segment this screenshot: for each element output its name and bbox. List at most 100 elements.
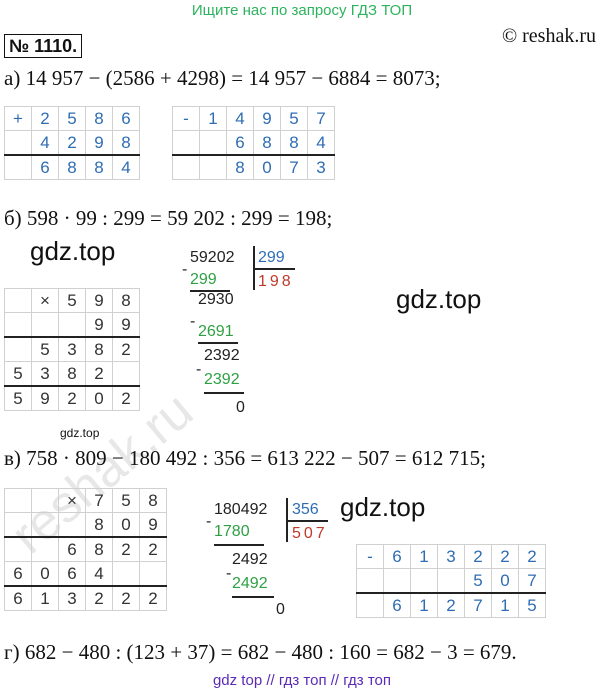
step-line bbox=[214, 544, 264, 546]
equation-g: г) 682 − 480 : (123 + 37) = 682 − 480 : … bbox=[4, 640, 517, 664]
digit-cell: 7 bbox=[85, 488, 113, 513]
digit-cell: 8 bbox=[280, 130, 308, 156]
digit-cell: 8 bbox=[85, 512, 113, 538]
digit-cell: 9 bbox=[253, 106, 281, 131]
digit-cell: 6 bbox=[31, 154, 59, 180]
digit-cell: 5 bbox=[58, 106, 86, 131]
digit-cell: 8 bbox=[253, 130, 281, 156]
digit-cell: 1 bbox=[410, 592, 438, 618]
digit-cell bbox=[31, 488, 59, 513]
digit-cell bbox=[58, 312, 86, 338]
digit-cell: 3 bbox=[31, 361, 59, 387]
divisor: 299 bbox=[258, 249, 285, 266]
subtraction-table-a: - 1 4 9 5 7 6 8 8 4 8 0 7 3 bbox=[172, 106, 335, 180]
dividend: 59202 bbox=[190, 249, 235, 266]
addition-table: + 2 5 8 6 4 2 9 8 6 8 8 4 bbox=[4, 106, 140, 180]
gdz-watermark: gdz.top bbox=[396, 284, 482, 314]
equation-v: в) 758 · 809 − 180 492 : 356 = 613 222 −… bbox=[4, 446, 486, 470]
times-sign: × bbox=[58, 488, 86, 513]
digit-cell: 8 bbox=[112, 130, 140, 156]
digit-cell: 8 bbox=[85, 154, 113, 180]
multiplication-table-b: × 5 9 8 9 9 5 3 8 2 5 3 8 2 5 9 2 0 2 bbox=[4, 288, 140, 411]
digit-cell: 8 bbox=[112, 288, 140, 313]
digit-cell: 7 bbox=[307, 106, 335, 131]
subtrahend: 2691 bbox=[198, 323, 234, 340]
digit-cell bbox=[383, 568, 411, 594]
digit-cell bbox=[31, 512, 59, 538]
quotient: 198 bbox=[258, 273, 294, 290]
multiplication-table-v: × 7 5 8 8 0 9 6 8 2 2 6 0 6 4 6 1 3 2 2 … bbox=[4, 488, 167, 611]
digit-cell: 7 bbox=[464, 592, 492, 618]
digit-cell: 0 bbox=[253, 154, 281, 180]
digit-cell: 2 bbox=[85, 361, 113, 387]
digit-cell: 6 bbox=[383, 592, 411, 618]
digit-cell: 5 bbox=[518, 592, 546, 618]
digit-cell: 5 bbox=[280, 106, 308, 131]
subtrahend: 2392 bbox=[204, 371, 240, 388]
division-bar bbox=[253, 246, 255, 290]
digit-cell: 0 bbox=[491, 568, 519, 594]
subtrahend: 1780 bbox=[214, 523, 250, 540]
digit-cell: 5 bbox=[112, 488, 140, 513]
footer-watermark: gdz top // гдз топ // гдз топ bbox=[212, 672, 392, 689]
division-bar bbox=[286, 498, 288, 542]
digit-cell: 9 bbox=[85, 312, 113, 338]
digit-cell: 8 bbox=[85, 106, 113, 131]
times-sign: × bbox=[31, 288, 59, 313]
digit-cell: 4 bbox=[307, 130, 335, 156]
subtraction-table-v: - 6 1 3 2 2 2 5 0 7 6 1 2 7 1 5 bbox=[356, 544, 546, 618]
remainder: 2392 bbox=[204, 347, 240, 364]
long-division-v: 180492 356 507 - 1780 2492 - 2492 0 bbox=[206, 498, 336, 630]
digit-cell: 2 bbox=[139, 536, 167, 562]
digit-cell bbox=[199, 130, 227, 156]
subtrahend: 2492 bbox=[232, 575, 268, 592]
digit-cell: 2 bbox=[112, 336, 140, 362]
plus-sign: + bbox=[4, 106, 32, 131]
digit-cell bbox=[437, 568, 465, 594]
minus-sign: - bbox=[206, 513, 212, 530]
digit-cell: 8 bbox=[226, 154, 254, 180]
digit-cell bbox=[139, 561, 167, 587]
copyright-label: © reshak.ru bbox=[501, 25, 596, 47]
digit-cell: 2 bbox=[58, 130, 86, 156]
digit-cell: 4 bbox=[85, 561, 113, 587]
final-remainder: 0 bbox=[276, 601, 285, 618]
digit-cell bbox=[4, 288, 32, 313]
step-line bbox=[204, 392, 244, 394]
divisor-line bbox=[255, 268, 295, 270]
digit-cell: 9 bbox=[112, 312, 140, 338]
digit-cell: 9 bbox=[139, 512, 167, 538]
digit-cell: 2 bbox=[112, 536, 140, 562]
digit-cell: 2 bbox=[139, 585, 167, 611]
quotient: 507 bbox=[292, 525, 328, 542]
remainder: 2492 bbox=[232, 551, 268, 568]
search-banner: Ищите нас по запросу ГДЗ ТОП bbox=[191, 2, 413, 19]
digit-cell bbox=[172, 154, 200, 180]
digit-cell bbox=[31, 536, 59, 562]
digit-cell: 5 bbox=[464, 568, 492, 594]
digit-cell: 2 bbox=[112, 385, 140, 411]
digit-cell bbox=[410, 568, 438, 594]
digit-cell: 3 bbox=[58, 585, 86, 611]
digit-cell: 8 bbox=[139, 488, 167, 513]
digit-cell: 8 bbox=[58, 154, 86, 180]
digit-cell: 7 bbox=[280, 154, 308, 180]
minus-sign: - bbox=[356, 544, 384, 569]
digit-cell: 2 bbox=[112, 585, 140, 611]
digit-cell bbox=[112, 361, 140, 387]
remainder: 2930 bbox=[198, 291, 234, 308]
step-line bbox=[232, 596, 274, 598]
digit-cell: 8 bbox=[85, 336, 113, 362]
digit-cell: 3 bbox=[58, 336, 86, 362]
digit-cell: 1 bbox=[31, 585, 59, 611]
digit-cell: 2 bbox=[491, 544, 519, 569]
digit-cell: 9 bbox=[85, 288, 113, 313]
digit-cell: 5 bbox=[4, 361, 32, 387]
equation-b: б) 598 · 99 : 299 = 59 202 : 299 = 198; bbox=[4, 206, 333, 230]
digit-cell: 2 bbox=[518, 544, 546, 569]
digit-cell bbox=[4, 312, 32, 338]
gdz-watermark: gdz.top bbox=[340, 492, 426, 522]
digit-cell: 2 bbox=[464, 544, 492, 569]
digit-cell: 3 bbox=[307, 154, 335, 180]
digit-cell: 6 bbox=[226, 130, 254, 156]
